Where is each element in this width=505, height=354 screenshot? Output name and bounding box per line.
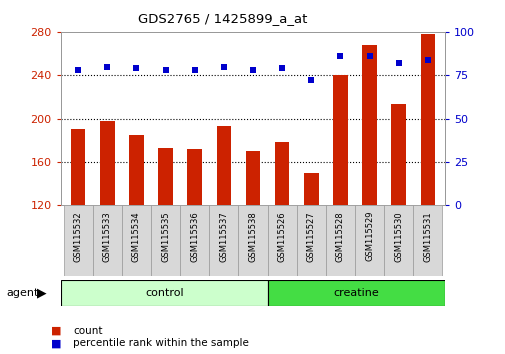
Bar (216, 126, 231, 205)
Bar (64, 205, 92, 276)
Text: ▶: ▶ (37, 286, 47, 299)
Bar (274, 142, 289, 205)
Bar (420, 34, 434, 205)
Bar (245, 151, 260, 205)
Bar (296, 205, 325, 276)
Bar (180, 205, 209, 276)
Bar (383, 205, 413, 276)
Bar (150, 205, 180, 276)
Text: GDS2765 / 1425899_a_at: GDS2765 / 1425899_a_at (138, 12, 307, 25)
Bar (61, 280, 267, 306)
Text: GSM115538: GSM115538 (248, 211, 257, 262)
Text: agent: agent (6, 288, 38, 298)
Bar (187, 149, 201, 205)
Bar (92, 205, 122, 276)
Point (365, 53, 373, 59)
Point (307, 78, 315, 83)
Text: GSM115537: GSM115537 (219, 211, 228, 262)
Bar (332, 75, 347, 205)
Point (248, 67, 257, 73)
Text: GSM115536: GSM115536 (190, 211, 199, 262)
Point (278, 65, 286, 71)
Bar (390, 104, 405, 205)
Text: GSM115531: GSM115531 (423, 211, 431, 262)
Point (103, 64, 111, 69)
Bar (267, 205, 296, 276)
Bar (209, 205, 238, 276)
Bar (158, 148, 173, 205)
Bar (267, 280, 444, 306)
Point (161, 67, 169, 73)
Text: GSM115527: GSM115527 (306, 211, 315, 262)
Bar (129, 135, 143, 205)
Point (336, 53, 344, 59)
Bar (325, 205, 355, 276)
Bar (355, 205, 383, 276)
Bar (413, 205, 441, 276)
Bar (304, 173, 318, 205)
Point (74, 67, 82, 73)
Text: GSM115529: GSM115529 (364, 211, 373, 262)
Text: creatine: creatine (333, 288, 379, 298)
Text: GSM115535: GSM115535 (161, 211, 170, 262)
Text: control: control (144, 288, 183, 298)
Text: GSM115526: GSM115526 (277, 211, 286, 262)
Point (190, 67, 198, 73)
Bar (238, 205, 267, 276)
Text: GSM115530: GSM115530 (393, 211, 402, 262)
Point (394, 60, 402, 66)
Bar (362, 45, 376, 205)
Bar (122, 205, 150, 276)
Text: count: count (73, 326, 103, 336)
Text: ■: ■ (50, 326, 61, 336)
Point (219, 64, 227, 69)
Point (423, 57, 431, 62)
Text: percentile rank within the sample: percentile rank within the sample (73, 338, 249, 348)
Text: ■: ■ (50, 338, 61, 348)
Bar (100, 121, 115, 205)
Bar (71, 130, 85, 205)
Text: GSM115534: GSM115534 (132, 211, 141, 262)
Text: GSM115532: GSM115532 (74, 211, 82, 262)
Point (132, 65, 140, 71)
Text: GSM115533: GSM115533 (103, 211, 112, 262)
Text: GSM115528: GSM115528 (335, 211, 344, 262)
